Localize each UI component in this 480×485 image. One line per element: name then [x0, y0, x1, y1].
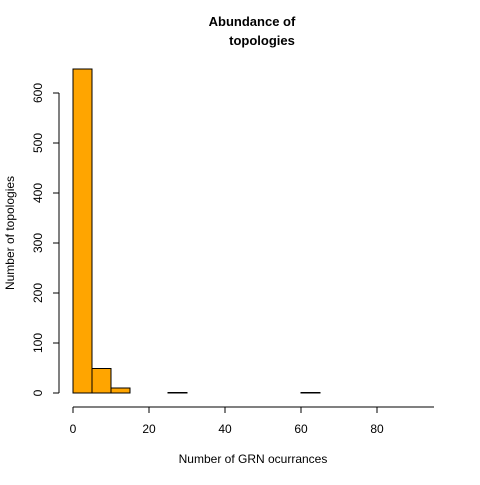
histogram-bar-5 — [167, 392, 188, 394]
x-tick-label: 20 — [142, 422, 156, 436]
y-tick-label: 300 — [31, 233, 45, 253]
x-tick-label: 60 — [294, 422, 308, 436]
y-tick-label: 400 — [31, 183, 45, 203]
histogram-bar-12 — [300, 392, 321, 394]
y-tick-label: 600 — [31, 83, 45, 103]
chart-title-line-2: topologies — [229, 33, 295, 48]
x-axis: 0 20 40 60 80 — [70, 406, 434, 436]
y-tick-label: 200 — [31, 283, 45, 303]
y-axis-label: Number of topologies — [3, 176, 17, 290]
histogram-bar-2 — [110, 387, 131, 394]
y-tick-label: 100 — [31, 333, 45, 353]
histogram-bar-0 — [72, 68, 93, 394]
chart-title-line-1: Abundance of — [209, 14, 296, 29]
x-tick-label: 0 — [70, 422, 77, 436]
bars-layer — [72, 68, 321, 394]
y-axis: 0 100 200 300 400 500 600 — [31, 83, 60, 396]
y-tick-label: 500 — [31, 133, 45, 153]
x-tick-label: 80 — [370, 422, 384, 436]
x-axis-label: Number of GRN ocurrances — [179, 452, 328, 466]
y-tick-label: 0 — [31, 389, 45, 396]
histogram-bar-1 — [91, 368, 112, 394]
x-tick-label: 40 — [218, 422, 232, 436]
